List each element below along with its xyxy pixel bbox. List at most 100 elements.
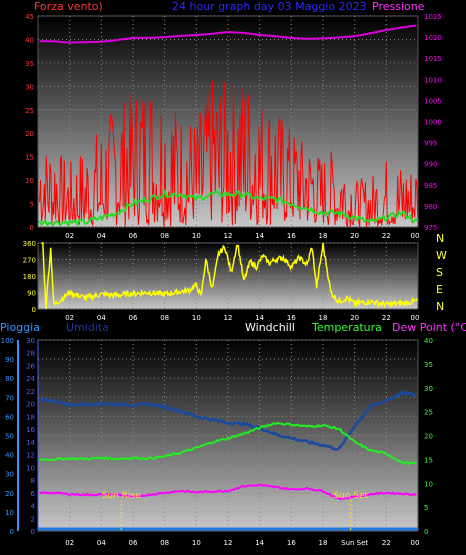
wind-tick-label: 45 — [25, 13, 34, 21]
direction-letter: N — [436, 300, 444, 313]
direction-letter: N — [436, 232, 444, 245]
humidity-tick-label: 12 — [26, 452, 35, 460]
temperature-legend: Temperatura — [311, 321, 382, 334]
x-tick-label: 00 — [411, 539, 420, 547]
x-tick-label: 10 — [192, 539, 201, 547]
wind-tick-label: 10 — [25, 177, 34, 185]
x-tick-label: 02 — [65, 232, 74, 240]
x-tick-label: 22 — [382, 232, 391, 240]
x-tick-label: 06 — [129, 539, 138, 547]
rain-tick-label: 50 — [5, 433, 14, 441]
humidity-tick-label: 10 — [26, 464, 35, 472]
humidity-tick-label: 28 — [26, 350, 35, 358]
temperature-tick-label: 15 — [424, 456, 433, 464]
dewpoint-legend: Dew Point (°C) — [392, 321, 466, 334]
wind-axis-title: Forza vento) — [34, 0, 103, 13]
x-tick-label: 22 — [382, 539, 391, 547]
humidity-tick-label: 14 — [26, 439, 35, 447]
x-tick-label: 12 — [224, 539, 233, 547]
x-tick-label: 00 — [411, 314, 420, 322]
x-tick-label: 16 — [287, 314, 296, 322]
direction-tick-label: 180 — [23, 273, 36, 281]
humidity-tick-label: 0 — [31, 528, 35, 536]
temperature-tick-label: 5 — [424, 504, 428, 512]
x-tick-label: 18 — [319, 232, 328, 240]
rain-tick-label: 90 — [5, 356, 14, 364]
x-tick-label: 04 — [97, 314, 106, 322]
windchill-legend: Windchill — [245, 321, 295, 334]
temperature-tick-label: 40 — [424, 337, 433, 345]
x-tick-label: 20 — [350, 314, 359, 322]
rain-tick-label: 60 — [5, 413, 14, 421]
wind-tick-label: 5 — [30, 201, 34, 209]
x-tick-label: 18 — [319, 314, 328, 322]
direction-letter: E — [436, 283, 443, 296]
sunset-label: Sun Set — [333, 491, 368, 501]
wind-tick-label: 35 — [25, 60, 34, 68]
humidity-tick-label: 18 — [26, 413, 35, 421]
x-tick-label: 20 — [350, 232, 359, 240]
temperature-series — [39, 421, 417, 466]
direction-tick-label: 270 — [23, 257, 36, 265]
temperature-tick-label: 35 — [424, 361, 433, 369]
pressure-tick-label: 1015 — [424, 55, 442, 63]
rain-tick-label: 0 — [10, 528, 14, 536]
direction-letter: S — [436, 266, 443, 279]
x-tick-label: 02 — [65, 539, 74, 547]
x-tick-label: 14 — [255, 232, 264, 240]
humidity-tick-label: 26 — [26, 362, 35, 370]
temperature-tick-label: 30 — [424, 385, 433, 393]
temperature-tick-label: 25 — [424, 409, 433, 417]
direction-tick-label: 360 — [23, 240, 36, 248]
pressure-tick-label: 985 — [424, 182, 437, 190]
x-tick-label: 04 — [97, 539, 106, 547]
humidity-tick-label: 30 — [26, 337, 35, 345]
rain-tick-label: 70 — [5, 394, 14, 402]
pressure-tick-label: 975 — [424, 224, 437, 232]
x-tick-label: 00 — [411, 232, 420, 240]
wind-tick-label: 20 — [25, 130, 34, 138]
wind-direction-series — [41, 242, 418, 310]
pressure-series — [39, 24, 417, 44]
pressure-tick-label: 1020 — [424, 34, 442, 42]
pressure-axis-title: Pressione — [372, 0, 425, 13]
pressure-tick-label: 1005 — [424, 97, 442, 105]
wind-tick-label: 0 — [30, 224, 34, 232]
humidity-series — [39, 389, 417, 451]
x-tick-label: 16 — [287, 539, 296, 547]
humidity-tick-label: 16 — [26, 426, 35, 434]
pressure-tick-label: 1000 — [424, 119, 442, 127]
temperature-tick-label: 10 — [424, 480, 433, 488]
x-tick-label: 12 — [224, 314, 233, 322]
x-tick-label: 08 — [160, 314, 169, 322]
wind-tick-label: 25 — [25, 107, 34, 115]
rain-axis-title: Pioggia — [0, 321, 40, 334]
sunrise-label: Sun Rise — [102, 491, 141, 501]
humidity-tick-label: 8 — [31, 477, 35, 485]
x-tick-label: 10 — [192, 314, 201, 322]
x-tick-label: 18 — [319, 539, 328, 547]
pressure-tick-label: 1025 — [424, 13, 442, 21]
rain-tick-label: 100 — [1, 337, 14, 345]
x-tick-label: 08 — [160, 232, 169, 240]
rain-tick-label: 20 — [5, 490, 14, 498]
direction-tick-label: 0 — [32, 306, 36, 314]
rain-tick-label: 10 — [5, 509, 14, 517]
x-tick-label: 10 — [192, 232, 201, 240]
wind-tick-label: 30 — [25, 83, 34, 91]
x-tick-label: 06 — [129, 232, 138, 240]
pressure-tick-label: 995 — [424, 140, 437, 148]
wind-average-series — [38, 188, 419, 228]
temperature-tick-label: 20 — [424, 433, 433, 441]
chart-title: 24 hour graph day 03 Maggio 2023 — [172, 0, 367, 13]
humidity-tick-label: 4 — [31, 503, 36, 511]
rain-tick-label: 40 — [5, 452, 14, 460]
x-tick-label: Sun Set — [341, 539, 368, 547]
x-tick-label: 14 — [255, 539, 264, 547]
rain-tick-label: 80 — [5, 375, 14, 383]
rain-tick-label: 30 — [5, 471, 14, 479]
x-tick-label: 02 — [65, 314, 74, 322]
humidity-tick-label: 6 — [31, 490, 36, 498]
x-tick-label: 14 — [255, 314, 264, 322]
